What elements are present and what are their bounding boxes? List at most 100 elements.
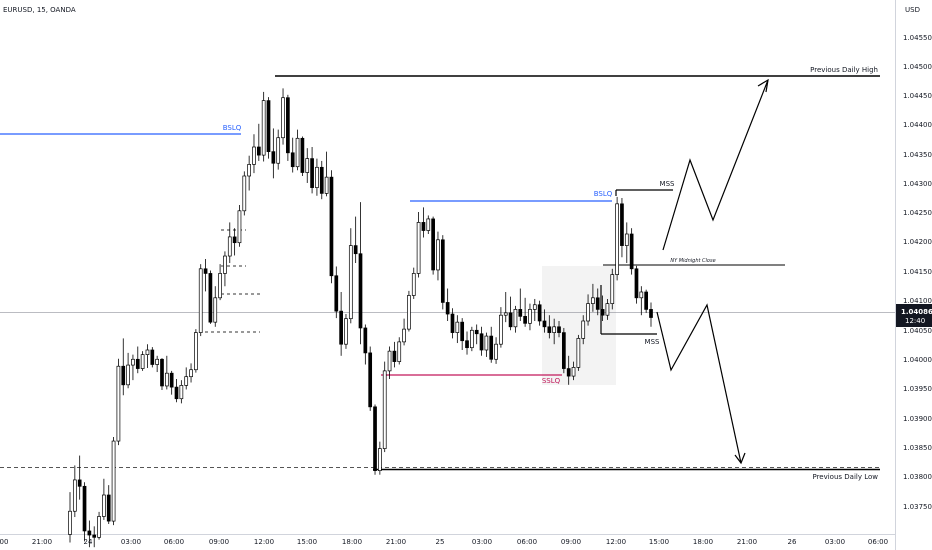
y-tick-label: 1.04300: [903, 180, 932, 188]
candle-bullish: [276, 137, 281, 164]
candle-bearish: [600, 309, 605, 316]
candles-group: [68, 88, 653, 548]
candle-bearish: [203, 268, 208, 274]
candle-bearish: [135, 358, 140, 369]
candle-bullish: [324, 176, 329, 194]
bearish-arrow-head: [734, 452, 746, 465]
candle-bearish: [82, 485, 87, 532]
candle-bearish: [266, 100, 271, 152]
x-tick-label: 06:00: [517, 538, 537, 546]
y-tick-label: 1.04350: [903, 151, 932, 159]
candle-bullish: [116, 365, 121, 442]
price-badge-value: 1.04086: [901, 308, 932, 316]
symbol-label: EURUSD, 15, OANDA: [3, 6, 76, 14]
candle-bullish: [382, 370, 387, 449]
candle-bullish: [470, 329, 474, 349]
candle-bullish: [189, 369, 193, 378]
y-tick-label: 1.03950: [903, 385, 932, 393]
candle-bearish: [460, 321, 465, 342]
candle-bearish: [121, 365, 126, 386]
candle-bearish: [557, 326, 561, 333]
candle-bearish: [431, 218, 435, 271]
candle-bullish: [261, 100, 266, 156]
candle-bullish: [155, 358, 160, 365]
candle-bullish: [184, 376, 189, 386]
y-axis: 1.04550 1.04500 1.04450 1.04400 1.04350 …: [903, 34, 932, 511]
candle-bullish: [213, 297, 218, 323]
candle-bullish: [344, 318, 348, 345]
mss-top-label: MSS: [660, 180, 675, 188]
candle-bearish: [174, 386, 179, 400]
candle-bullish: [484, 335, 489, 351]
candle-bearish: [445, 302, 450, 315]
sslq-label: SSLQ: [542, 377, 561, 385]
candle-bearish: [300, 137, 305, 173]
candle-bearish: [373, 406, 377, 471]
candle-bullish: [252, 146, 256, 165]
x-axis: 00 21:00 24 03:00 06:00 09:00 12:00 15:0…: [0, 538, 888, 546]
candle-bullish: [615, 203, 619, 275]
x-tick-label: 12:00: [254, 538, 274, 546]
price-badge-countdown: 12:40: [905, 317, 925, 325]
y-tick-label: 1.03900: [903, 415, 932, 423]
x-tick-label: 24: [84, 538, 93, 546]
candle-bullish: [68, 510, 72, 535]
candle-bearish: [368, 352, 373, 408]
ny-midnight-close-label: NY Midnight Close: [670, 258, 715, 264]
current-price-badge: 1.04086 12:40: [896, 304, 932, 327]
bslq-left-label: BSLQ: [223, 124, 242, 132]
bearish-projection-path[interactable]: [656, 303, 742, 464]
candle-bearish: [286, 97, 290, 154]
candle-bullish: [227, 236, 232, 257]
candle-bullish: [416, 222, 421, 274]
candle-bullish: [407, 295, 411, 330]
x-tick-label: 18:00: [342, 538, 362, 546]
y-tick-label: 1.03750: [903, 503, 932, 511]
candle-bullish: [145, 349, 150, 355]
candle-bearish: [339, 310, 343, 345]
candle-bullish: [194, 332, 198, 371]
candle-bearish: [523, 316, 527, 324]
candle-bearish: [150, 349, 155, 365]
currency-label: USD: [905, 6, 920, 14]
candle-bullish: [218, 273, 222, 299]
candle-bearish: [92, 534, 97, 538]
candle-bearish: [87, 530, 92, 536]
x-tick-label: 15:00: [297, 538, 317, 546]
bslq-right-label: BSLQ: [594, 190, 613, 198]
candle-bullish: [513, 309, 518, 328]
candle-bearish: [106, 494, 111, 522]
candle-bearish: [77, 479, 82, 487]
candle-bearish: [479, 333, 484, 351]
candle-bearish: [271, 151, 276, 164]
candle-bearish: [595, 297, 600, 310]
candle-bullish: [436, 239, 440, 271]
candle-bullish: [532, 304, 537, 310]
candle-bearish: [474, 329, 479, 335]
candle-bullish: [348, 245, 353, 320]
y-tick-label: 1.04450: [903, 92, 932, 100]
candle-bullish: [378, 448, 382, 471]
candle-bearish: [290, 152, 295, 168]
candle-bearish: [561, 332, 566, 369]
x-tick-label: 03:00: [121, 538, 141, 546]
y-tick-label: 1.04550: [903, 34, 932, 42]
bullish-arrow-head: [757, 78, 769, 93]
candle-bullish: [281, 97, 285, 139]
x-tick-label: 03:00: [825, 538, 845, 546]
candle-bearish: [566, 368, 571, 377]
candle-bullish: [455, 321, 460, 333]
candle-bullish: [97, 516, 101, 538]
candle-bullish: [242, 175, 247, 212]
candle-bullish: [126, 364, 130, 386]
candle-bearish: [169, 372, 174, 388]
candle-bullish: [639, 291, 644, 299]
candle-bearish: [256, 146, 261, 156]
bullish-projection-path[interactable]: [662, 79, 769, 251]
candle-bearish: [542, 320, 547, 328]
candle-bearish: [465, 340, 469, 349]
y-tick-label: 1.04250: [903, 209, 932, 217]
candle-bullish: [576, 338, 581, 368]
candle-bearish: [334, 275, 339, 312]
